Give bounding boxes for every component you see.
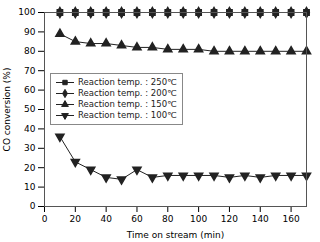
svg-text:Time on stream (min): Time on stream (min) [126,230,224,240]
svg-text:60: 60 [24,85,36,95]
svg-text:0: 0 [42,214,48,224]
svg-text:20: 20 [70,214,82,224]
svg-text:80: 80 [24,46,36,56]
svg-text:30: 30 [24,143,36,153]
html-text:Reaction temp. : 250℃: Reaction temp. : 250℃ [78,77,177,88]
svg-text:90: 90 [24,27,36,37]
svg-text:120: 120 [221,214,238,224]
svg-text:80: 80 [162,214,174,224]
svg-text:70: 70 [24,66,36,76]
svg-text:100: 100 [190,214,207,224]
svg-text:60: 60 [131,214,143,224]
html-text:Reaction temp. : 100℃: Reaction temp. : 100℃ [78,110,177,121]
svg-text:100: 100 [18,7,35,17]
svg-text:0: 0 [30,201,36,211]
svg-text:160: 160 [282,214,299,224]
svg-text:50: 50 [24,104,36,114]
svg-text:CO conversion (%): CO conversion (%) [2,68,12,152]
svg-text:40: 40 [100,214,112,224]
svg-text:10: 10 [24,182,36,192]
html-text:Reaction temp. : 150℃: Reaction temp. : 150℃ [78,99,177,110]
html-text:Reaction temp. : 200℃: Reaction temp. : 200℃ [78,88,177,99]
svg-text:40: 40 [24,124,36,134]
svg-text:20: 20 [24,163,36,173]
svg-text:140: 140 [252,214,269,224]
